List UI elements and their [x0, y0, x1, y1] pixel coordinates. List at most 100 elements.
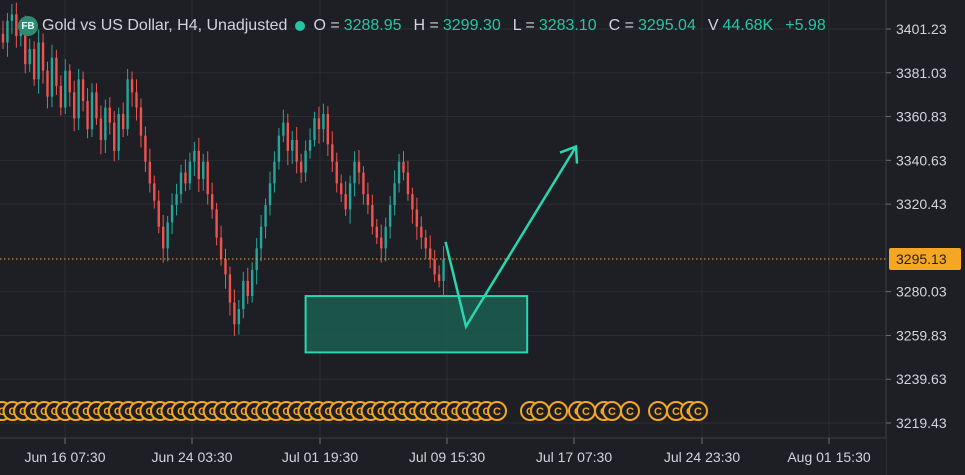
- event-marker-label: C: [626, 406, 634, 418]
- candle: [273, 151, 276, 193]
- candle: [104, 99, 107, 154]
- high-readout: H = 3299.30: [414, 17, 501, 35]
- candle: [28, 38, 31, 72]
- candle: [357, 149, 361, 185]
- price-tick-label: 3280.03: [896, 284, 947, 300]
- candle: [210, 182, 214, 219]
- candle: [397, 153, 401, 193]
- candle: [264, 198, 267, 239]
- candle: [188, 152, 192, 190]
- candle: [308, 128, 312, 159]
- candle: [371, 194, 374, 235]
- event-marker-label: C: [440, 406, 448, 418]
- event-marker-label: C: [554, 406, 562, 418]
- event-marker-label: C: [654, 406, 662, 418]
- candle: [299, 153, 303, 183]
- candle: [259, 215, 263, 262]
- event-marker-label: C: [409, 406, 417, 418]
- candle: [224, 248, 227, 289]
- price-tick-label: 3259.83: [896, 327, 947, 343]
- close-readout: C = 3295.04: [609, 17, 696, 35]
- event-marker-icon: C: [548, 401, 568, 421]
- candle: [242, 271, 245, 319]
- candle: [282, 109, 285, 143]
- demand-zone-rectangle[interactable]: [304, 295, 529, 354]
- candle: [179, 164, 183, 204]
- event-marker-label: C: [293, 406, 301, 418]
- candle: [95, 83, 98, 125]
- candle: [37, 29, 40, 94]
- event-marker-label: C: [536, 406, 544, 418]
- high-label: H =: [413, 17, 439, 34]
- candle: [340, 174, 343, 203]
- event-marker-icon: C: [688, 401, 708, 421]
- candle: [326, 106, 330, 157]
- event-marker-label: C: [209, 406, 217, 418]
- price-axis[interactable]: 3401.23 3381.03 3360.83 3340.63 3320.43 3280.…: [885, 0, 965, 475]
- candle: [402, 151, 405, 181]
- volume-value: 44.68K: [722, 17, 774, 34]
- price-tick-label: 3401.23: [896, 21, 947, 37]
- candle: [166, 215, 169, 262]
- event-marker-label: C: [124, 406, 132, 418]
- event-marker-label: C: [103, 406, 111, 418]
- event-marker-label: C: [40, 406, 48, 418]
- time-tick-label: Jul 09 15:30: [409, 449, 485, 465]
- event-marker-label: C: [135, 406, 143, 418]
- event-marker-label: C: [303, 406, 311, 418]
- event-marker-label: C: [282, 406, 290, 418]
- candle: [162, 215, 165, 263]
- event-marker-label: C: [493, 406, 501, 418]
- time-tick-label: Jul 01 19:30: [282, 449, 358, 465]
- price-tick-label: 3219.43: [896, 415, 947, 431]
- candle: [233, 289, 236, 336]
- candlestick-series: [1, 2, 445, 336]
- candle: [55, 49, 58, 95]
- change-value: +5.98: [785, 17, 826, 34]
- event-marker-label: C: [356, 406, 364, 418]
- projection-arrow-line[interactable]: [444, 145, 578, 330]
- event-marker-label: C: [198, 406, 206, 418]
- candle: [130, 71, 134, 107]
- candle: [291, 130, 294, 164]
- candle: [388, 195, 392, 239]
- candle: [255, 237, 258, 285]
- event-marker-label: C: [82, 406, 90, 418]
- price-tick-label: 3340.63: [896, 152, 947, 168]
- candle: [10, 3, 14, 34]
- event-marker-label: C: [156, 406, 164, 418]
- candle: [197, 137, 200, 193]
- symbol-title[interactable]: Gold vs US Dollar, H4, Unadjusted: [42, 17, 288, 34]
- candle: [184, 159, 187, 192]
- candle: [335, 152, 338, 193]
- event-marker-label: C: [526, 406, 534, 418]
- candle: [442, 246, 445, 296]
- volume-readout: V 44.68K: [708, 17, 773, 35]
- candle: [206, 151, 209, 205]
- candle: [317, 106, 321, 144]
- candle: [135, 79, 138, 121]
- candle: [344, 181, 347, 216]
- event-marker-label: C: [230, 406, 238, 418]
- candle: [375, 218, 378, 245]
- time-axis-bg: [0, 438, 886, 475]
- market-status-icon: [295, 21, 306, 31]
- candle: [77, 68, 80, 131]
- candle: [219, 225, 223, 266]
- candle: [153, 175, 156, 209]
- open-value: 3288.95: [343, 17, 402, 34]
- event-marker-label: C: [19, 406, 27, 418]
- event-marker-label: C: [472, 406, 480, 418]
- event-marker-label: C: [377, 406, 385, 418]
- event-marker-label: C: [608, 406, 616, 418]
- candle: [215, 202, 218, 246]
- candle: [90, 83, 94, 137]
- candle: [295, 127, 298, 174]
- event-marker-label: C: [582, 406, 590, 418]
- candle: [424, 229, 427, 259]
- candle: [268, 171, 272, 216]
- time-axis[interactable]: Jun 16 07:30 Jun 24 03:30 Jul 01 19:30 Jul …: [0, 437, 886, 475]
- event-marker-label: C: [61, 406, 69, 418]
